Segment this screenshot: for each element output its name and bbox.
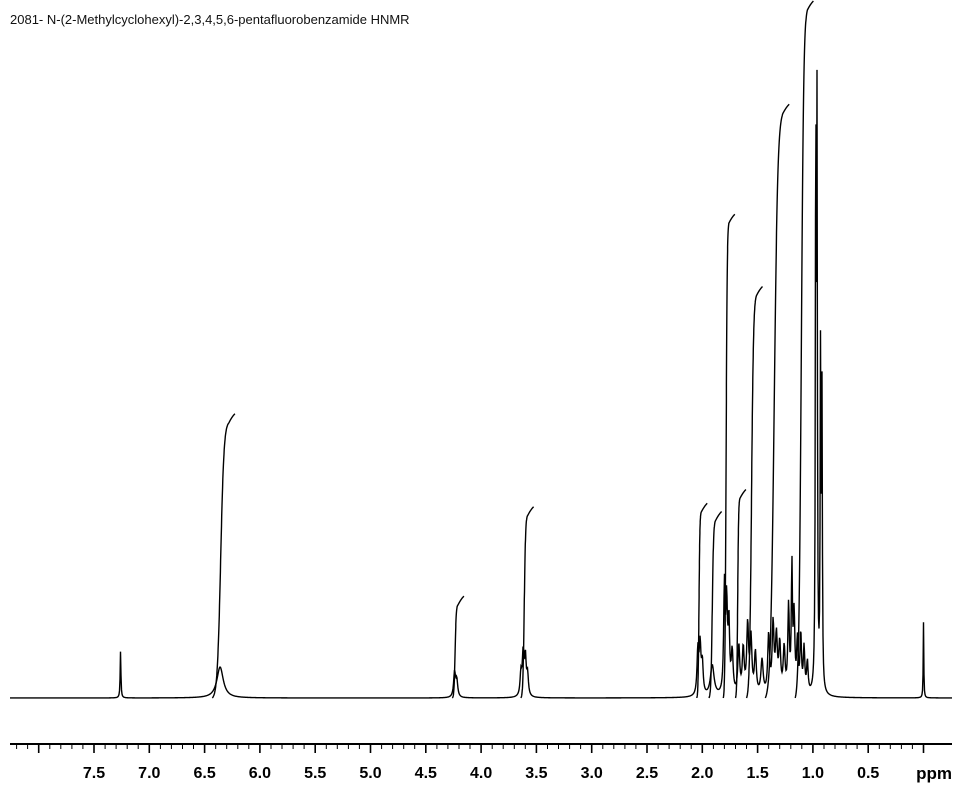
- x-tick-label: 6.0: [249, 765, 271, 782]
- x-tick-label: 7.0: [138, 765, 160, 782]
- x-tick-label: 6.5: [193, 765, 215, 782]
- x-tick-label: 1.0: [802, 765, 824, 782]
- x-tick-label: 0.5: [857, 765, 879, 782]
- x-tick-label: 5.0: [359, 765, 381, 782]
- integral-curve: [451, 595, 465, 699]
- x-tick-label: 7.5: [83, 765, 105, 782]
- integral-curve: [696, 502, 708, 699]
- integral-curve: [794, 0, 814, 699]
- integral-curve: [734, 489, 747, 699]
- x-axis-unit-label: ppm: [916, 764, 952, 783]
- integral-curve: [764, 103, 790, 699]
- integral-curve: [211, 413, 236, 699]
- x-tick-label: 2.5: [636, 765, 658, 782]
- chart-title: 2081- N-(2-Methylcyclohexyl)-2,3,4,5,6-p…: [10, 12, 410, 27]
- spectrum-trace: [10, 69, 953, 699]
- x-axis-ticks: [16, 744, 925, 753]
- x-axis-tick-labels: 7.5 7.0 6.5 6.0 5.5 5.0 4.5 4.0 3.5 3.0 2.5 2.0 1.5 1…: [83, 765, 880, 782]
- integral-curve: [708, 511, 723, 699]
- x-tick-label: 5.5: [304, 765, 326, 782]
- x-tick-label: 4.5: [415, 765, 437, 782]
- x-tick-label: 2.0: [691, 765, 713, 782]
- x-tick-label: 4.0: [470, 765, 492, 782]
- x-tick-label: 3.5: [525, 765, 547, 782]
- integral-curve: [745, 286, 764, 699]
- integral-curve: [520, 506, 535, 699]
- x-tick-label: 1.5: [746, 765, 768, 782]
- integral-curve: [722, 213, 736, 699]
- integral-curves: [211, 0, 814, 699]
- x-tick-label: 3.0: [581, 765, 603, 782]
